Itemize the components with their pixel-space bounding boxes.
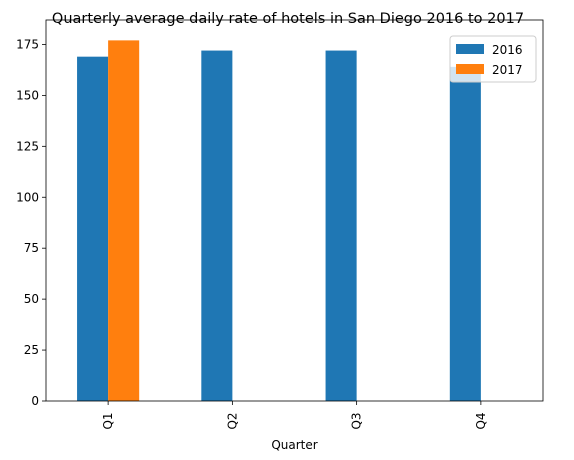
y-tick-label: 50 bbox=[24, 292, 39, 306]
legend-label-2016: 2016 bbox=[492, 43, 523, 57]
bars-layer bbox=[77, 40, 481, 402]
y-tick-label: 100 bbox=[16, 190, 39, 204]
y-axis-ticks: 0 25 50 75 100 125 150 175 bbox=[16, 37, 46, 408]
legend: 2016 2017 bbox=[449, 35, 537, 83]
y-tick-label: 0 bbox=[31, 394, 39, 408]
bar-2017-Q1 bbox=[108, 40, 140, 402]
plot-frame bbox=[45, 19, 544, 402]
x-axis-ticks: Q1 Q2 Q3 Q4 bbox=[101, 401, 488, 430]
bar-2016-Q1 bbox=[77, 56, 109, 401]
x-tick-label: Q1 bbox=[101, 412, 115, 429]
x-axis-label: Quarter bbox=[271, 438, 317, 452]
legend-swatch-2016 bbox=[456, 44, 484, 54]
bar-2016-Q2 bbox=[201, 50, 233, 402]
y-tick-label: 25 bbox=[24, 343, 39, 357]
y-tick-label: 150 bbox=[16, 88, 39, 102]
bar-2016-Q3 bbox=[325, 50, 357, 402]
x-tick-label: Q2 bbox=[225, 412, 239, 429]
legend-label-2017: 2017 bbox=[492, 63, 523, 77]
x-tick-label: Q3 bbox=[350, 412, 364, 429]
chart-title: Quarterly average daily rate of hotels i… bbox=[52, 11, 524, 27]
legend-swatch-2017 bbox=[456, 64, 484, 74]
y-tick-label: 175 bbox=[16, 37, 39, 51]
x-tick-label: Q4 bbox=[474, 412, 488, 429]
y-tick-label: 125 bbox=[16, 139, 39, 153]
y-tick-label: 75 bbox=[24, 241, 39, 255]
bar-2016-Q4 bbox=[449, 66, 481, 401]
